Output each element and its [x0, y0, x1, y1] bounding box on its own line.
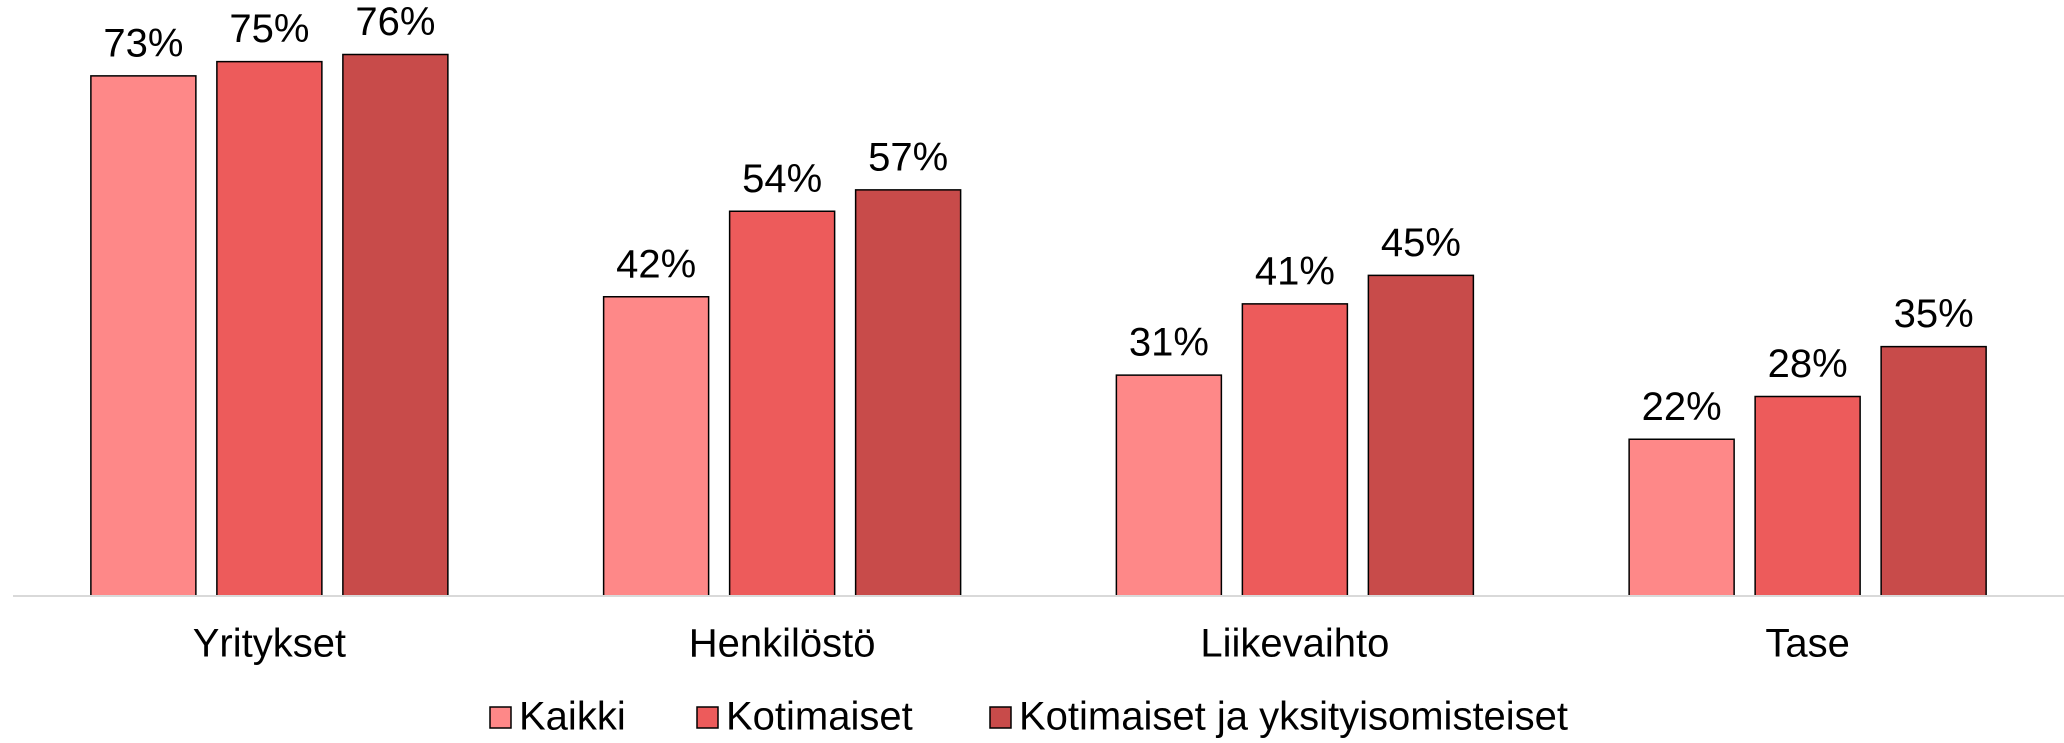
bar	[90, 75, 197, 597]
data-label: 22%	[1642, 385, 1722, 429]
bar	[854, 189, 962, 597]
data-label: 75%	[229, 7, 309, 51]
legend-swatch	[489, 706, 512, 729]
bar	[1880, 345, 1987, 597]
bar	[1367, 274, 1475, 597]
data-label: 57%	[868, 135, 948, 179]
bar	[216, 60, 323, 597]
bar	[1115, 374, 1223, 597]
bar	[342, 53, 449, 597]
legend-label: Kotimaiset ja yksityisomisteiset	[1019, 695, 1568, 739]
data-label: 42%	[616, 242, 696, 286]
legend-swatch	[989, 706, 1012, 729]
bar	[1754, 395, 1861, 597]
legend-label: Kotimaiset	[726, 695, 913, 739]
data-label: 35%	[1894, 292, 1974, 336]
data-label: 76%	[355, 0, 435, 44]
data-label: 31%	[1129, 321, 1209, 365]
legend-swatch	[696, 706, 719, 729]
x-tick-label: Yritykset	[193, 622, 346, 666]
data-label: 54%	[742, 157, 822, 201]
data-label: 41%	[1255, 249, 1335, 293]
bar	[1628, 438, 1735, 597]
x-tick-label: Liikevaihto	[1200, 622, 1389, 666]
bar	[1241, 303, 1349, 597]
data-label: 73%	[103, 21, 183, 65]
data-label: 28%	[1768, 342, 1848, 386]
data-label: 45%	[1381, 221, 1461, 265]
bar	[728, 210, 836, 597]
bar	[602, 296, 710, 597]
legend-label: Kaikki	[519, 695, 626, 739]
x-tick-label: Henkilöstö	[689, 622, 876, 666]
x-tick-label: Tase	[1765, 622, 1850, 666]
